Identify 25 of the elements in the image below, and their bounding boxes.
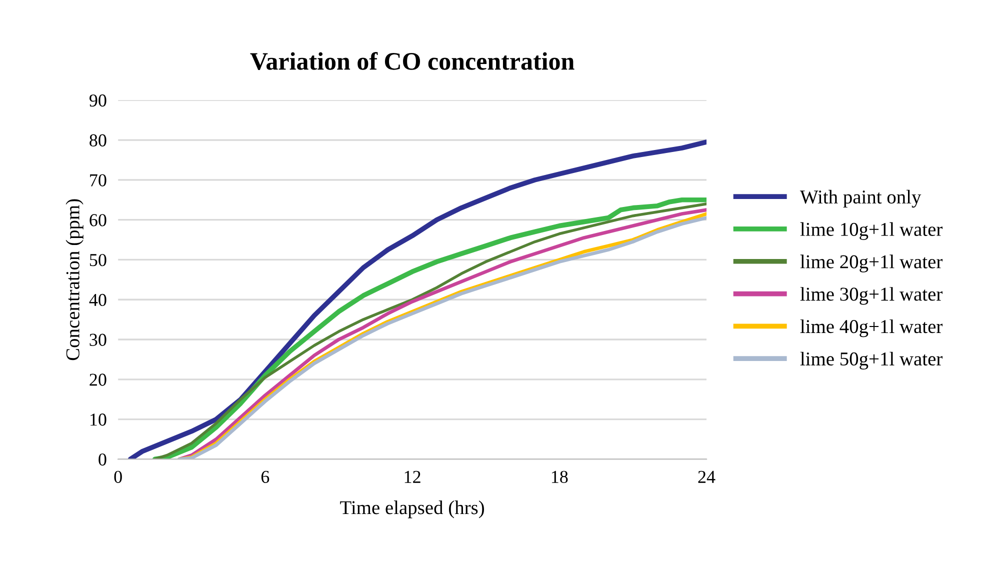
- x-tick-label: 24: [698, 470, 716, 483]
- y-tick-label: 60: [90, 214, 106, 226]
- y-tick-label: 0: [98, 453, 106, 466]
- y-axis-title: Concentration (ppm): [66, 199, 84, 360]
- x-tick-label: 12: [404, 470, 420, 483]
- y-tick-label: 20: [90, 374, 106, 386]
- legend-label: lime 10g+1l water: [800, 222, 942, 240]
- x-tick-label: 6: [261, 470, 270, 483]
- legend-label: lime 30g+1l water: [800, 287, 942, 305]
- x-tick-label: 18: [552, 470, 568, 483]
- legend-label: lime 20g+1l water: [800, 254, 942, 272]
- chart-title: Variation of CO concentration: [250, 52, 574, 70]
- y-tick-label: 80: [90, 134, 106, 146]
- y-tick-label: 40: [89, 294, 106, 306]
- legend-label: lime 40g+1l water: [800, 319, 942, 338]
- y-tick-label: 50: [90, 254, 106, 266]
- legend-label: lime 50g+1l water: [800, 352, 942, 370]
- y-tick-label: 70: [90, 174, 106, 186]
- x-tick-label: 0: [114, 470, 122, 483]
- y-tick-label: 90: [89, 94, 106, 107]
- line-series: [128, 140, 707, 460]
- y-tick-label: 30: [90, 334, 106, 346]
- x-axis-title: Time elapsed (hrs): [340, 500, 484, 518]
- y-tick-label: 10: [90, 414, 106, 426]
- legend-label: With paint only: [800, 190, 922, 208]
